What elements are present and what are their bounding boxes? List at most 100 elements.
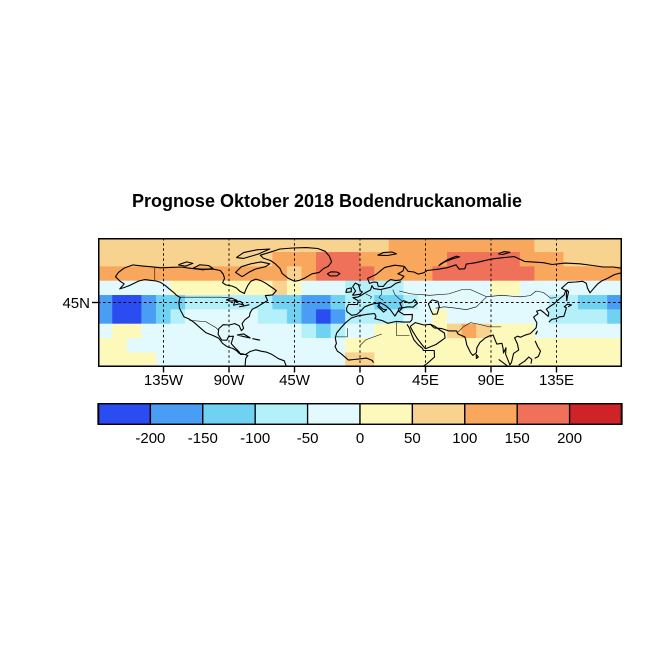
map-cell	[126, 338, 142, 353]
map-cell	[214, 252, 230, 267]
map-cell	[534, 352, 550, 367]
map-plot-area	[92, 238, 622, 373]
country-borders-path	[335, 328, 348, 338]
map-cell	[403, 238, 419, 253]
coastlines-path	[345, 287, 352, 294]
map-cell	[607, 266, 622, 282]
map-cell	[141, 323, 157, 339]
coastlines-path	[403, 256, 622, 275]
country-borders-path	[378, 289, 384, 301]
map-cell	[214, 238, 230, 253]
map-cell	[359, 338, 375, 353]
map-cell	[141, 252, 157, 267]
map-cell	[359, 266, 375, 282]
colorbar-frame	[97, 402, 623, 426]
map-cell	[563, 338, 579, 353]
map-cell	[330, 309, 346, 325]
map-cell	[345, 295, 361, 310]
map-cell	[141, 352, 157, 367]
map-cell	[505, 323, 521, 339]
map-cell	[243, 338, 259, 353]
map-cell	[272, 266, 288, 282]
map-cell	[170, 252, 186, 267]
country-borders-path	[180, 296, 232, 299]
map-cell	[257, 280, 273, 296]
map-cell	[592, 338, 608, 353]
colorbar-tick-label: -200	[135, 430, 166, 447]
map-cell	[316, 266, 332, 282]
map-cell	[447, 309, 463, 325]
map-cell	[505, 280, 521, 296]
map-cell	[330, 352, 346, 367]
map-cell	[403, 352, 419, 367]
map-cell	[185, 323, 201, 339]
coastlines-path	[235, 248, 271, 259]
map-cell	[141, 266, 157, 282]
map-cell	[607, 338, 622, 353]
map-cell	[403, 252, 419, 267]
map-cell	[126, 309, 142, 325]
map-cell	[228, 309, 244, 325]
map-cell	[330, 266, 346, 282]
map-cell	[316, 252, 332, 267]
anomaly-field	[98, 238, 622, 367]
country-borders-path	[457, 322, 502, 333]
map-cell	[155, 295, 172, 310]
map-cell	[345, 338, 361, 353]
map-cell	[228, 266, 244, 282]
coastlines-path	[351, 282, 363, 296]
map-cell	[345, 238, 361, 253]
map-cell	[388, 338, 404, 353]
map-cell	[98, 266, 113, 282]
map-cell	[170, 352, 186, 367]
map-cell	[563, 252, 579, 267]
map-cell	[243, 238, 259, 253]
map-cell	[272, 295, 288, 310]
map-cell	[447, 295, 463, 310]
map-cell	[563, 352, 579, 367]
map-cell	[490, 280, 506, 296]
map-cell	[592, 309, 608, 325]
map-cell	[345, 252, 361, 267]
map-cell	[199, 280, 215, 296]
map-cell	[432, 338, 448, 353]
map-cell	[490, 266, 506, 282]
map-cell	[388, 252, 404, 267]
map-cell	[592, 323, 608, 339]
colorbar-segment	[306, 403, 361, 425]
map-cell	[461, 238, 477, 253]
map-cell	[388, 266, 404, 282]
colorbar-labels: -200 -150 -100 -50 0 50 100 150 200	[98, 429, 622, 447]
map-cell	[374, 266, 390, 282]
colorbar-segment	[97, 403, 152, 425]
map-cell	[534, 238, 550, 253]
map-cell	[214, 352, 230, 367]
map-cell	[286, 295, 303, 310]
map-cell	[98, 280, 113, 296]
map-cell	[476, 323, 492, 339]
map-cell	[170, 295, 186, 310]
map-cell	[490, 338, 506, 353]
map-cell	[519, 352, 535, 367]
map-cell	[112, 309, 128, 325]
map-cell	[141, 338, 157, 353]
map-cell	[199, 338, 215, 353]
coastlines-path	[535, 330, 538, 335]
map-cell	[490, 252, 506, 267]
country-borders-path	[365, 293, 372, 300]
map-cell	[170, 266, 186, 282]
map-cell	[548, 352, 565, 367]
map-cell	[185, 266, 201, 282]
map-cell	[185, 252, 201, 267]
coastlines-path	[334, 281, 419, 363]
map-cell	[432, 352, 448, 367]
map-cell	[301, 252, 317, 267]
country-borders-path	[396, 321, 410, 336]
map-cell	[534, 280, 550, 296]
colorbar-segment	[359, 403, 414, 425]
coastlines-path	[548, 303, 573, 323]
map-cell	[505, 266, 521, 282]
map-cell	[214, 280, 230, 296]
map-cell	[301, 309, 317, 325]
map-cell	[447, 352, 463, 367]
